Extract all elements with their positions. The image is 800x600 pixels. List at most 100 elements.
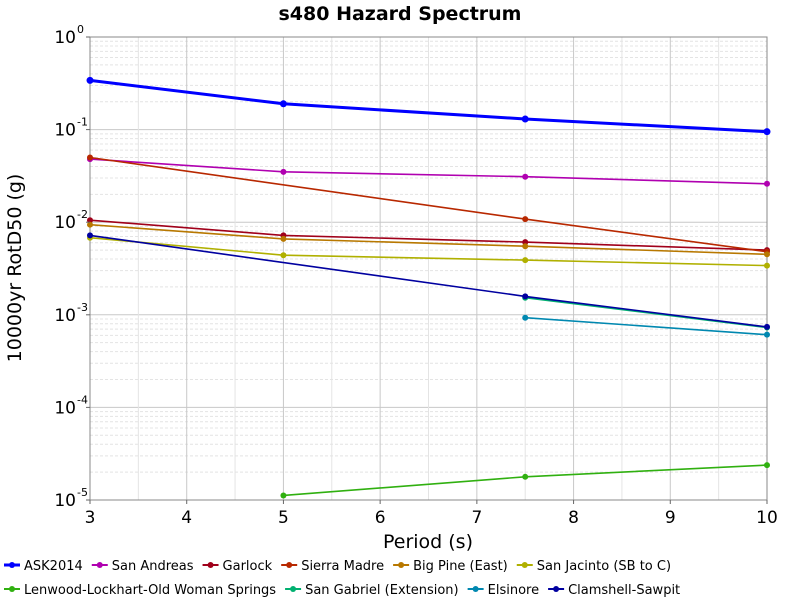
data-point [522, 314, 529, 321]
legend-item: Garlock [202, 559, 273, 574]
legend-item: San Andreas [91, 559, 194, 574]
data-point [280, 235, 287, 242]
legend-swatch-marker [521, 562, 528, 568]
data-point [522, 239, 529, 246]
data-point [522, 473, 529, 480]
y-tick-base: 10 [54, 213, 76, 233]
legend-swatch-marker [398, 562, 405, 568]
y-tick-exponent: -3 [77, 301, 88, 314]
y-axis-label: 10000yr RotD50 (g) [4, 174, 26, 363]
legend-swatch-marker [553, 586, 560, 592]
legend-label: Elsinore [488, 583, 539, 598]
y-tick-exponent: -2 [77, 208, 88, 221]
series-0 [86, 76, 771, 136]
data-point [521, 115, 529, 123]
legend-item: San Gabriel (Extension) [285, 583, 459, 598]
data-point [87, 221, 93, 228]
legend-item: ASK2014 [4, 559, 83, 574]
legend-item: San Jacinto (SB to C) [516, 559, 671, 574]
legend-swatch-marker [290, 586, 297, 592]
series-4 [87, 221, 770, 258]
x-tick-label: 6 [375, 508, 386, 528]
data-point [764, 331, 770, 338]
data-point [764, 323, 770, 330]
y-tick-label: 10 [54, 491, 76, 511]
y-tick-label: 10 [54, 306, 76, 326]
legend-label: San Gabriel (Extension) [305, 583, 459, 598]
x-tick-label: 8 [568, 508, 579, 528]
data-point [279, 100, 287, 108]
data-point [522, 293, 529, 300]
data-point [522, 257, 529, 264]
x-tick-label: 4 [181, 508, 192, 528]
legend-item: Elsinore [467, 583, 539, 598]
data-point [280, 492, 287, 499]
series-line [89, 158, 768, 185]
data-point [764, 251, 770, 258]
y-tick-exponent: -1 [77, 116, 88, 129]
legend-swatch-marker [9, 586, 15, 592]
data-point [522, 216, 529, 223]
data-point [87, 232, 93, 239]
series-8 [522, 314, 770, 338]
legend-label: Sierra Madre [301, 559, 384, 574]
series-line [89, 223, 768, 256]
x-tick-label: 5 [278, 508, 289, 528]
series-3 [87, 154, 770, 255]
legend-swatch-marker [286, 562, 293, 568]
y-tick-base: 10 [54, 491, 76, 511]
y-tick-label: 10 [54, 398, 76, 418]
legend-item: Lenwood-Lockhart-Old Woman Springs [4, 583, 276, 598]
y-tick-label: 10 [54, 28, 76, 48]
legend-label: San Andreas [112, 559, 194, 574]
data-point [280, 252, 287, 259]
y-tick-label: 10 [54, 213, 76, 233]
x-tick-label: 3 [85, 508, 96, 528]
data-point [764, 262, 770, 269]
legend-item: Sierra Madre [281, 559, 384, 574]
data-point [763, 128, 771, 136]
grid-lines [89, 37, 768, 501]
legend-item: Big Pine (East) [393, 559, 508, 574]
legend-swatch-marker [472, 586, 479, 592]
legend-label: Garlock [223, 559, 273, 574]
legend-label: San Jacinto (SB to C) [537, 559, 671, 574]
legend-label: ASK2014 [24, 559, 83, 574]
y-tick-exponent: 0 [77, 23, 84, 36]
series-line [89, 236, 768, 267]
legend-label: Clamshell-Sawpit [568, 583, 680, 598]
y-tick-label: 10 [54, 121, 76, 141]
x-tick-label: 7 [471, 508, 482, 528]
legend-label: Lenwood-Lockhart-Old Woman Springs [24, 583, 276, 598]
series-line [525, 316, 768, 336]
legend-swatch-marker [207, 562, 214, 568]
data-point [280, 168, 287, 175]
legend-label: Big Pine (East) [413, 559, 508, 574]
data-point [86, 76, 94, 84]
legend-swatch-marker [96, 562, 103, 568]
data-point [764, 180, 770, 187]
legend-swatch-marker [9, 562, 15, 568]
y-tick-exponent: -4 [77, 393, 88, 406]
x-tick-label: 9 [665, 508, 676, 528]
legend-item: Clamshell-Sawpit [548, 583, 680, 598]
series-line [89, 78, 768, 134]
y-tick-base: 10 [54, 306, 76, 326]
data-point [522, 243, 529, 250]
x-axis-ticks: 3 4 5 6 7 8 9 10 [85, 500, 778, 528]
data-point [522, 173, 529, 180]
series-6 [280, 462, 770, 499]
y-tick-exponent: -5 [77, 486, 88, 499]
y-tick-base: 10 [54, 121, 76, 141]
series-5 [87, 234, 770, 269]
series-9 [87, 232, 770, 330]
y-tick-base: 10 [54, 28, 76, 48]
series-layer [86, 76, 771, 499]
data-point [87, 154, 93, 161]
y-tick-base: 10 [54, 398, 76, 418]
x-axis-label: Period (s) [383, 531, 473, 553]
series-line [89, 219, 768, 251]
chart-title: s480 Hazard Spectrum [279, 3, 522, 25]
